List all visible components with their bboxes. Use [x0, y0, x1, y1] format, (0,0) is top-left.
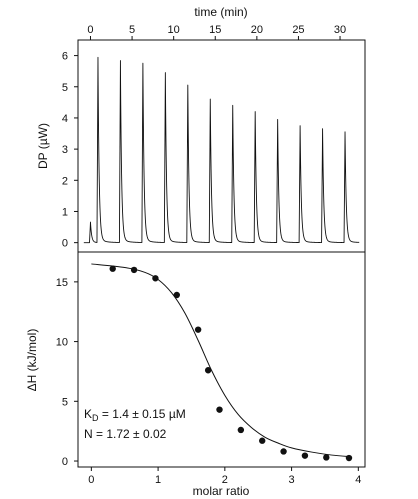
thermogram-x-tick-label: 15	[209, 24, 221, 36]
isotherm-y-tick-label: 10	[56, 337, 68, 349]
isotherm-data-point	[345, 454, 353, 462]
thermogram-x-tick-label: 10	[168, 24, 180, 36]
thermogram-y-tick-label: 0	[62, 238, 68, 250]
binding-isotherm-panel: molar ratio ΔH (kJ/mol) 0 1 2 3 4 0 5 10 15 KD …	[25, 251, 366, 498]
thermogram-x-tick-label: 30	[334, 24, 346, 36]
thermogram-y-tick-label: 4	[62, 113, 68, 125]
isotherm-data-point	[204, 367, 212, 374]
isotherm-x-tick-label: 1	[155, 474, 161, 486]
isotherm-x-tick-label: 3	[289, 474, 295, 486]
isotherm-x-tick-label: 0	[88, 474, 94, 486]
isotherm-y-tick-label: 15	[56, 277, 68, 289]
thermogram-y-tick-label: 2	[62, 175, 68, 187]
isotherm-data-point	[194, 326, 202, 333]
isotherm-x-tick-label: 4	[355, 474, 361, 486]
isotherm-y-tick-label: 5	[62, 396, 68, 408]
isotherm-data-point	[259, 437, 266, 444]
thermogram-panel: time (min) DP (µW) 0 5 10 15 20 25 30 0 1 2 3 4 5 6	[36, 5, 366, 253]
isotherm-x-axis-title: molar ratio	[193, 484, 250, 498]
thermogram-x-tick-label: 20	[251, 24, 263, 36]
isotherm-data-point	[109, 265, 116, 272]
isotherm-frame	[77, 251, 366, 468]
isotherm-data-point	[216, 406, 223, 413]
kd-prefix: K	[84, 407, 92, 421]
thermogram-x-tick-label: 0	[87, 24, 93, 36]
kd-annotation: KD = 1.4 ± 0.15 µM	[84, 407, 186, 423]
isotherm-y-tick-label: 0	[62, 456, 68, 468]
isotherm-data-point	[280, 448, 287, 455]
isotherm-x-ticks: 0 1 2 3 4	[88, 467, 361, 486]
isotherm-data-point	[173, 291, 180, 299]
thermogram-x-ticks: 0 5 10 15 20 25 30	[87, 24, 346, 40]
isotherm-data-points	[109, 265, 353, 462]
thermogram-x-tick-label: 5	[129, 24, 135, 36]
thermogram-y-tick-label: 6	[62, 51, 68, 63]
isotherm-x-tick-label: 2	[222, 474, 228, 486]
isotherm-data-point	[237, 426, 245, 434]
thermogram-y-tick-label: 3	[62, 144, 68, 156]
n-annotation: N = 1.72 ± 0.02	[84, 427, 167, 441]
thermogram-x-tick-label: 25	[292, 24, 304, 36]
kd-subscript: D	[92, 413, 99, 423]
isotherm-data-point	[152, 275, 159, 282]
thermogram-y-tick-label: 1	[62, 206, 68, 218]
isotherm-data-point	[130, 266, 138, 274]
thermogram-y-axis-title: DP (µW)	[36, 123, 50, 169]
thermogram-y-ticks: 0 1 2 3 4 5 6	[62, 51, 78, 250]
thermogram-y-tick-label: 5	[62, 82, 68, 94]
isotherm-y-ticks: 0 5 10 15	[56, 277, 78, 468]
thermogram-x-axis-title: time (min)	[194, 5, 247, 19]
isotherm-data-point	[323, 454, 330, 461]
isotherm-y-axis-title: ΔH (kJ/mol)	[25, 329, 39, 392]
kd-value: = 1.4 ± 0.15 µM	[99, 407, 186, 421]
isotherm-data-point	[301, 452, 309, 459]
thermogram-trace	[83, 56, 360, 244]
